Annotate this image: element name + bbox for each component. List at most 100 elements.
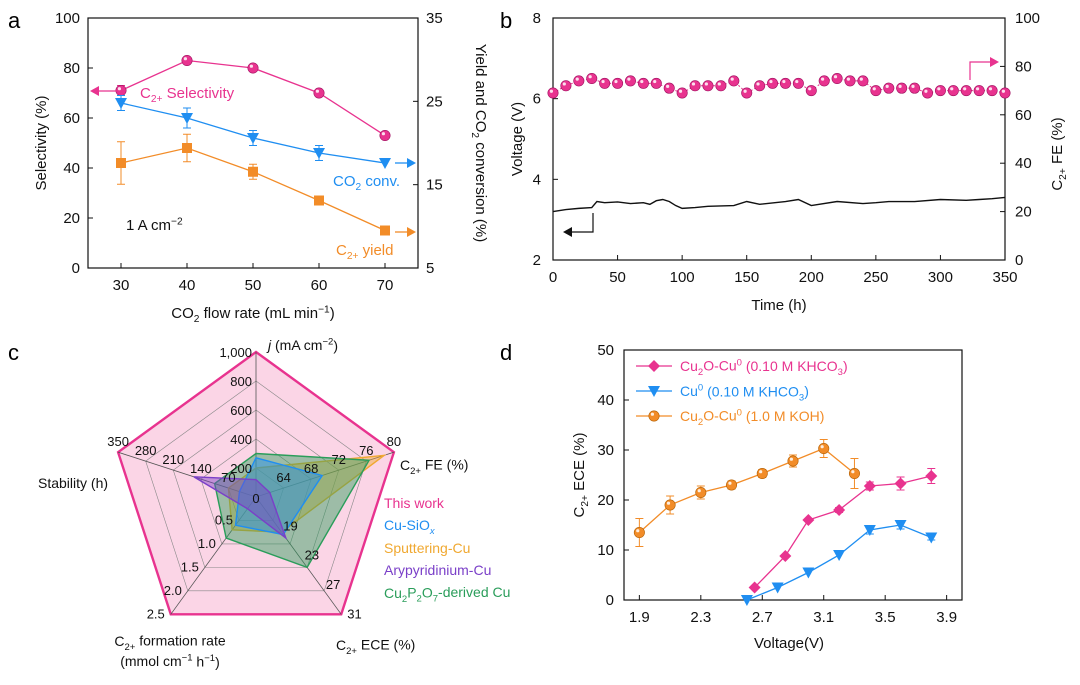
d-xtick-label: 2.7 — [752, 609, 773, 626]
d-legend-marker-2 — [648, 410, 660, 422]
c-tick-label: 0.5 — [215, 512, 233, 527]
b-fe-point — [999, 87, 1011, 99]
d-legend-item-0: Cu2O-Cu0 (0.10 M KHCO3) — [680, 357, 848, 378]
c-legend-item-0: This work — [384, 495, 445, 511]
b-arrow-voltage — [570, 213, 594, 233]
a-arrowhead-yield — [407, 227, 416, 237]
b-fe-point — [624, 75, 636, 87]
b-fe-point-highlight — [950, 87, 954, 91]
d-point-0 — [802, 514, 815, 526]
b-fe-point-highlight — [937, 87, 941, 91]
b-fe-point-highlight — [975, 87, 980, 91]
c-tick-label: 2.5 — [147, 606, 165, 621]
b-fe-point-highlight — [678, 89, 683, 93]
d-frame — [623, 349, 963, 601]
b-fe-point-highlight — [549, 89, 554, 93]
c-axis-title-rate-unit: (mmol cm−1 h−1) — [120, 653, 220, 670]
d-point-2 — [726, 479, 738, 491]
d-point-1 — [925, 532, 938, 544]
b-ylabel-left: Voltage (V) — [509, 102, 526, 176]
a-point-2 — [380, 225, 390, 236]
b-xtick-label: 150 — [734, 269, 759, 286]
b-fe-point — [573, 75, 585, 87]
c-tick-label: 72 — [332, 452, 346, 467]
c-axis-title-ece: C2+ ECE (%) — [336, 637, 415, 657]
d-point-2-highlight — [759, 470, 763, 474]
d-point-1 — [740, 595, 753, 606]
b-fe-point-highlight — [795, 79, 799, 84]
c-spoke — [117, 451, 257, 498]
a-point-0 — [313, 87, 325, 99]
d-point-2-highlight — [851, 470, 855, 474]
b-fe-point — [663, 82, 675, 94]
c-tick-label: 27 — [326, 577, 340, 592]
b-ytick-right-label: 80 — [1015, 58, 1032, 75]
b-fe-point-highlight — [640, 79, 644, 84]
a-point-2 — [314, 195, 324, 206]
a-xlabel: CO2 flow rate (mL min−1) — [171, 304, 334, 325]
b-fe-point — [922, 87, 934, 99]
c-axis-title-rate: C2+ formation rate — [114, 633, 225, 653]
b-fe-point — [805, 85, 817, 97]
b-fe-point-highlight — [911, 84, 915, 88]
c-tick-label: 2.0 — [164, 583, 182, 598]
b-ytick-right-label: 20 — [1015, 204, 1032, 221]
b-fe-point — [599, 77, 611, 89]
c-tick-label: 19 — [283, 518, 297, 533]
b-fe-point — [586, 73, 598, 85]
d-point-2 — [633, 526, 645, 538]
b-frame — [552, 17, 1006, 261]
d-xlabel: Voltage(V) — [754, 635, 824, 652]
b-fe-point-highlight — [653, 79, 657, 84]
b-ytick-right-label: 60 — [1015, 107, 1032, 124]
a-arrowhead-selectivity — [90, 86, 99, 96]
panel-label-d: d — [500, 340, 512, 365]
c-legend-item-1: Cu-SiOx — [384, 517, 436, 537]
b-ytick-right-label: 100 — [1015, 10, 1040, 27]
b-fe-point — [612, 77, 624, 89]
d-xtick-label: 2.3 — [690, 609, 711, 626]
d-point-1 — [863, 525, 876, 536]
c-tick-label: 76 — [359, 443, 373, 458]
d-point-2 — [695, 486, 707, 498]
a-annotation-current: 1 A cm−2 — [126, 216, 183, 234]
b-fe-point-highlight — [704, 82, 708, 86]
d-xtick-label: 3.9 — [936, 609, 957, 626]
b-fe-point-highlight — [859, 77, 863, 81]
a-point-0-highlight — [381, 132, 385, 136]
d-point-0 — [748, 581, 761, 594]
b-fe-point — [986, 85, 998, 97]
b-fe-point-highlight — [769, 79, 773, 84]
b-fe-point — [728, 75, 740, 87]
c-tick-label: 280 — [135, 443, 157, 458]
a-point-0 — [181, 54, 193, 66]
c-axis-title-j: j (mA cm−2) — [266, 337, 338, 354]
b-fe-point — [831, 73, 843, 85]
b-ylabel-right: C2+ FE (%) — [1049, 117, 1069, 190]
b-fe-point — [947, 85, 959, 97]
a-xtick-label: 70 — [377, 277, 394, 294]
c-legend-item-2: Sputtering-Cu — [384, 540, 470, 556]
a-point-1 — [379, 158, 391, 169]
b-fe-point-highlight — [666, 84, 670, 88]
d-point-1 — [802, 567, 815, 579]
b-fe-point-highlight — [743, 89, 747, 93]
a-xtick-label: 50 — [245, 277, 262, 294]
b-fe-point-highlight — [846, 77, 851, 81]
b-xtick-label: 300 — [928, 269, 953, 286]
b-fe-point — [702, 80, 714, 92]
a-ytick-left-label: 60 — [63, 110, 80, 127]
c-tick-label: 68 — [304, 461, 318, 476]
c-tick-label: 70 — [221, 470, 235, 485]
d-ytick-label: 40 — [597, 392, 614, 409]
b-fe-point — [896, 82, 908, 94]
d-point-2 — [818, 442, 830, 454]
b-fe-point-highlight — [717, 82, 721, 86]
b-fe-point-highlight — [808, 87, 812, 91]
b-fe-point-highlight — [756, 82, 760, 86]
c-axis-title-stability: Stability (h) — [38, 475, 108, 491]
c-tick-label: 23 — [305, 548, 319, 563]
b-ytick-left-label: 4 — [533, 171, 541, 188]
d-point-2-highlight — [636, 529, 640, 533]
